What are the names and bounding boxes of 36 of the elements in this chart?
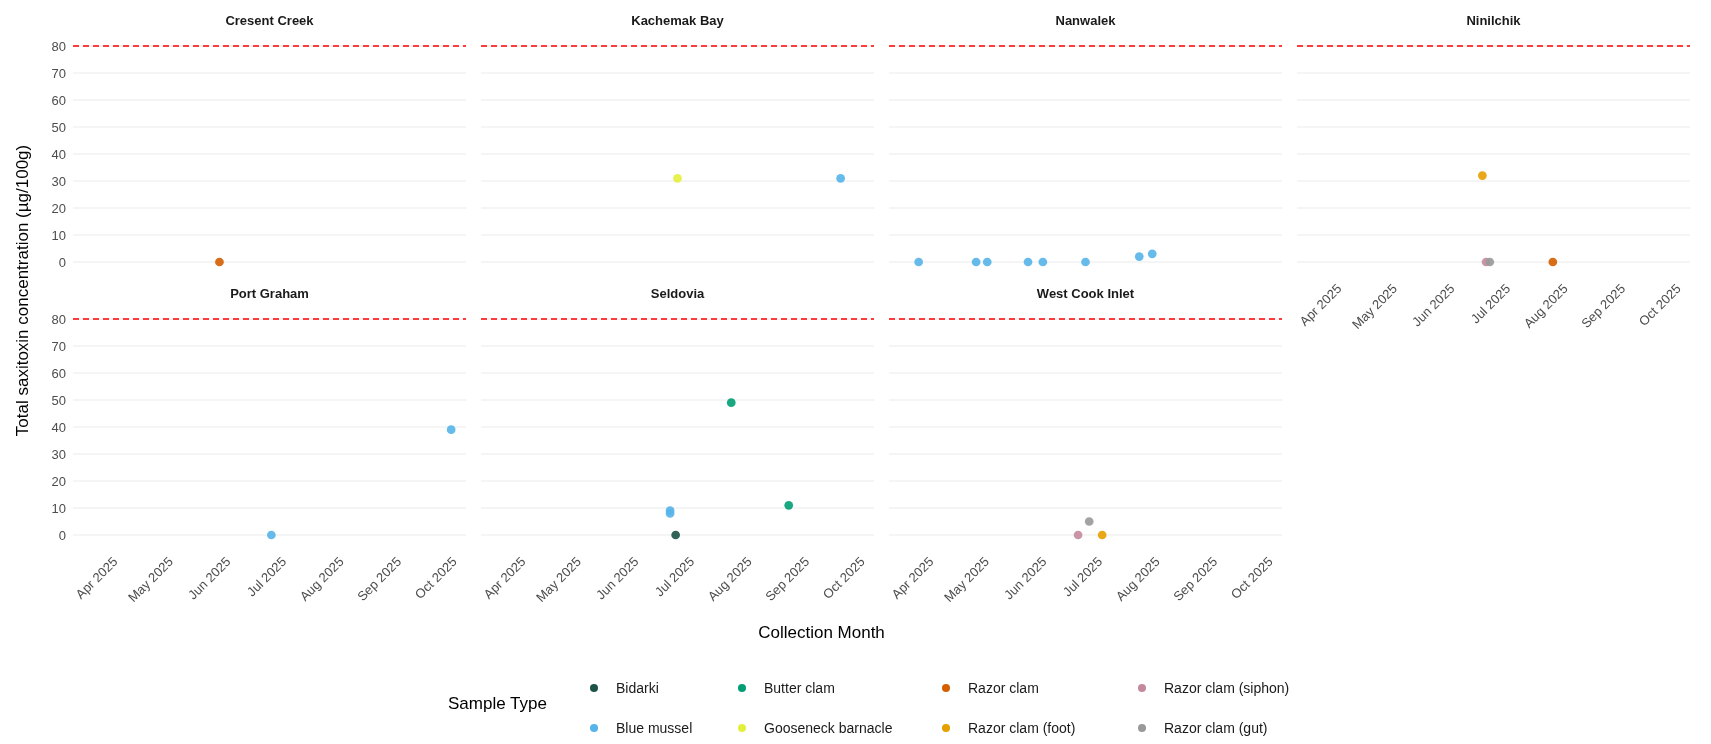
y-tick-label: 0 (58, 527, 66, 543)
y-tick-label: 20 (51, 200, 66, 216)
y-tick-label: 80 (51, 311, 66, 327)
y-tick-label: 40 (51, 419, 66, 435)
chart-title: Nanwalek (1055, 13, 1117, 28)
y-tick-label: 60 (51, 92, 66, 108)
chart-title: Seldovia (650, 286, 705, 301)
y-tick-label: 0 (58, 254, 66, 270)
legend-label: Razor clam (968, 679, 1039, 696)
y-tick-label: 70 (51, 338, 66, 354)
legend-label: Razor clam (siphon) (1164, 679, 1290, 696)
legend-title: Sample Type (448, 694, 547, 713)
legend-label: Gooseneck barnacle (764, 719, 893, 736)
legend-label: Razor clam (gut) (1164, 719, 1268, 736)
legend-label: Butter clam (764, 679, 835, 696)
y-tick-label: 80 (51, 38, 66, 54)
y-tick-label: 10 (51, 500, 66, 516)
chart-title: Ninilchik (1466, 13, 1522, 28)
chart-title: Kachemak Bay (631, 13, 725, 28)
y-tick-label: 10 (51, 227, 66, 243)
y-tick-label: 70 (51, 65, 66, 81)
legend-label: Razor clam (foot) (968, 719, 1076, 736)
y-axis-title: Total saxitoxin concentration (µg/100g) (13, 144, 32, 437)
legend-label: Blue mussel (616, 719, 693, 736)
chart-title: Cresent Creek (225, 13, 315, 28)
chart-title: West Cook Inlet (1036, 286, 1135, 301)
y-tick-label: 20 (51, 473, 66, 489)
y-tick-label: 50 (51, 119, 66, 135)
chart-title: Port Graham (230, 286, 309, 301)
legend-label: Bidarki (616, 679, 659, 696)
y-tick-label: 60 (51, 365, 66, 381)
y-tick-label: 50 (51, 392, 66, 408)
x-axis-title: Collection Month (758, 623, 885, 642)
y-tick-label: 30 (51, 446, 66, 462)
y-tick-label: 30 (51, 173, 66, 189)
y-tick-label: 40 (51, 146, 66, 162)
